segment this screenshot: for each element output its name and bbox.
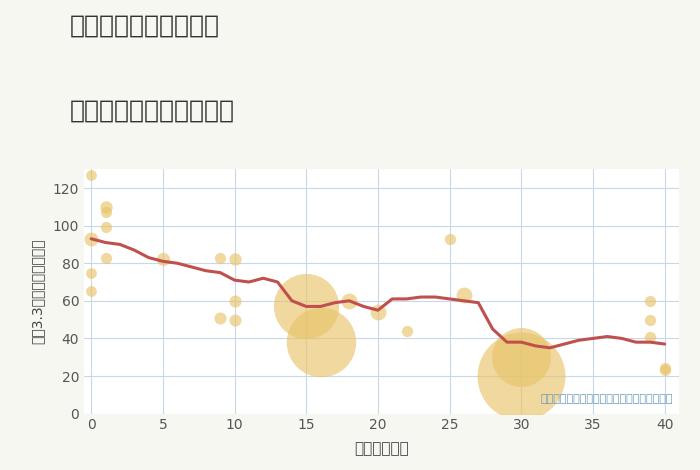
Text: 愛知県岩倉市大地町の: 愛知県岩倉市大地町の [70, 14, 220, 38]
Point [372, 308, 384, 316]
Text: 円の大きさは、取引のあった物件面積を示す: 円の大きさは、取引のあった物件面積を示す [540, 394, 673, 404]
X-axis label: 築年数（年）: 築年数（年） [354, 441, 409, 456]
Point [229, 297, 240, 305]
Point [229, 256, 240, 263]
Point [344, 297, 355, 305]
Point [215, 314, 226, 321]
Point [315, 338, 326, 346]
Point [100, 254, 111, 261]
Point [215, 254, 226, 261]
Point [85, 171, 97, 179]
Point [645, 333, 656, 340]
Point [85, 288, 97, 295]
Point [300, 303, 312, 310]
Point [516, 353, 527, 361]
Point [100, 203, 111, 211]
Point [645, 316, 656, 323]
Point [516, 372, 527, 380]
Point [659, 367, 671, 374]
Point [444, 235, 455, 243]
Text: 築年数別中古戸建て価格: 築年数別中古戸建て価格 [70, 99, 235, 123]
Point [85, 235, 97, 243]
Point [401, 327, 412, 335]
Point [458, 291, 470, 299]
Point [158, 256, 169, 263]
Point [100, 224, 111, 231]
Point [100, 209, 111, 216]
Point [229, 316, 240, 323]
Point [85, 269, 97, 276]
Y-axis label: 坪（3.3㎡）単価（万円）: 坪（3.3㎡）単価（万円） [30, 239, 44, 344]
Point [645, 297, 656, 305]
Point [659, 365, 671, 372]
